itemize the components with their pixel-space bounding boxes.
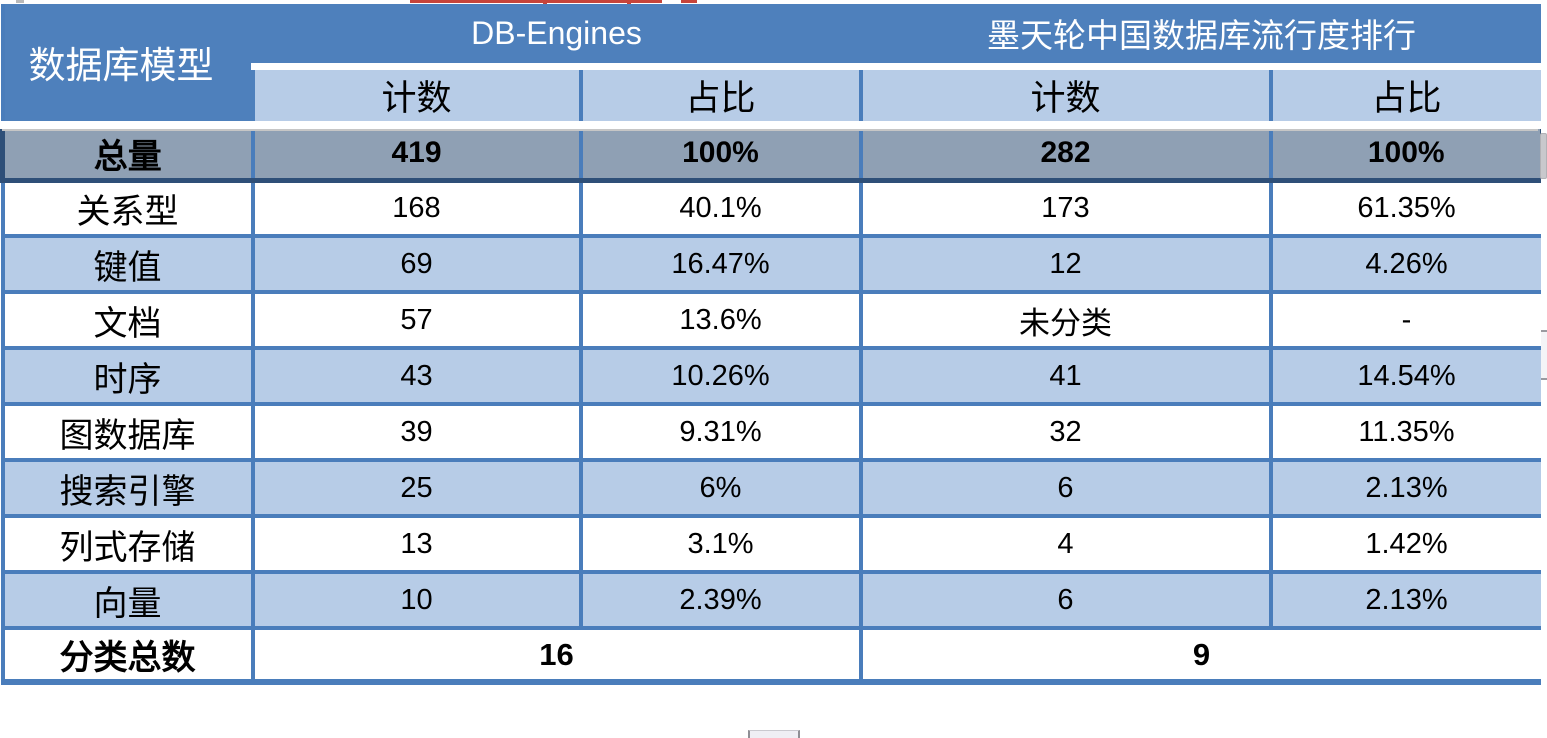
cell-total-dbengines-percent: 100% <box>578 124 863 183</box>
row-label-key-value: 键值 <box>0 234 255 294</box>
cell-vector-motianlun-count: 6 <box>858 570 1273 630</box>
table-row-key-value: 键值 69 16.47% 12 4.26% <box>0 234 1545 294</box>
horizontal-scrollbar-thumb[interactable] <box>748 730 800 738</box>
cell-time-series-dbengines-percent: 10.26% <box>578 346 863 406</box>
cell-column-store-motianlun-percent: 1.42% <box>1268 514 1545 574</box>
cell-search-engine-dbengines-count: 25 <box>250 458 583 518</box>
cell-graph-motianlun-percent: 11.35% <box>1268 402 1545 462</box>
row-label-category-count: 分类总数 <box>0 626 255 685</box>
cell-total-motianlun-percent: 100% <box>1268 124 1545 183</box>
database-model-comparison-table: 数据库模型 DB-Engines 墨天轮中国数据库流行度排行 计数 占比 计数 … <box>0 4 1545 685</box>
cell-graph-dbengines-percent: 9.31% <box>578 402 863 462</box>
cell-key-value-dbengines-percent: 16.47% <box>578 234 863 294</box>
row-label-search-engine: 搜索引擎 <box>0 458 255 518</box>
table-row-search-engine: 搜索引擎 25 6% 6 2.13% <box>0 458 1545 518</box>
cell-relational-motianlun-percent: 61.35% <box>1268 178 1545 238</box>
cell-category-count-dbengines: 16 <box>250 626 863 685</box>
cell-column-store-dbengines-count: 13 <box>250 514 583 574</box>
sub-header-row: 计数 占比 计数 占比 <box>3 64 1545 129</box>
subheader-count-motianlun: 计数 <box>858 64 1273 129</box>
cell-vector-dbengines-percent: 2.39% <box>578 570 863 630</box>
table-row-column-store: 列式存储 13 3.1% 4 1.42% <box>0 514 1545 574</box>
cell-search-engine-motianlun-percent: 2.13% <box>1268 458 1545 518</box>
table-row-document: 文档 57 13.6% 未分类 - <box>0 290 1545 350</box>
red-underline-artifact-segment <box>681 0 697 3</box>
cell-total-dbengines-count: 419 <box>250 124 583 183</box>
table-row-time-series: 时序 43 10.26% 41 14.54% <box>0 346 1545 406</box>
cell-key-value-motianlun-percent: 4.26% <box>1268 234 1545 294</box>
cell-key-value-motianlun-count: 12 <box>858 234 1273 294</box>
row-label-relational: 关系型 <box>0 178 255 238</box>
cell-document-motianlun-count: 未分类 <box>858 290 1273 350</box>
cell-time-series-motianlun-percent: 14.54% <box>1268 346 1545 406</box>
cell-relational-dbengines-percent: 40.1% <box>578 178 863 238</box>
vertical-scrollbar-thumb[interactable] <box>1540 133 1547 179</box>
cell-search-engine-motianlun-count: 6 <box>858 458 1273 518</box>
corner-header-database-model: 数据库模型 <box>0 4 255 129</box>
cell-column-store-dbengines-percent: 3.1% <box>578 514 863 574</box>
cell-vector-dbengines-count: 10 <box>250 570 583 630</box>
subheader-percent-dbengines: 占比 <box>578 64 863 129</box>
cell-total-motianlun-count: 282 <box>858 124 1273 183</box>
subheader-percent-motianlun: 占比 <box>1268 64 1545 129</box>
cell-column-store-motianlun-count: 4 <box>858 514 1273 574</box>
vertical-scrollbar-thumb-faint[interactable] <box>1541 330 1547 380</box>
table-row-graph: 图数据库 39 9.31% 32 11.35% <box>0 402 1545 462</box>
table-row-relational: 关系型 168 40.1% 173 61.35% <box>0 178 1545 238</box>
group-header-motianlun: 墨天轮中国数据库流行度排行 <box>858 4 1545 70</box>
cell-graph-dbengines-count: 39 <box>250 402 583 462</box>
row-label-document: 文档 <box>0 290 255 350</box>
gray-mark-artifact <box>16 0 24 3</box>
table-row-vector: 向量 10 2.39% 6 2.13% <box>0 570 1545 630</box>
cell-key-value-dbengines-count: 69 <box>250 234 583 294</box>
cell-relational-dbengines-count: 168 <box>250 178 583 238</box>
cell-document-dbengines-count: 57 <box>250 290 583 350</box>
cell-document-dbengines-percent: 13.6% <box>578 290 863 350</box>
group-header-db-engines: DB-Engines <box>250 4 863 70</box>
cell-category-count-motianlun: 9 <box>858 626 1545 685</box>
red-underline-artifact <box>410 0 662 3</box>
row-label-total: 总量 <box>0 124 255 183</box>
cell-document-motianlun-percent: - <box>1268 290 1545 350</box>
cell-time-series-dbengines-count: 43 <box>250 346 583 406</box>
cell-vector-motianlun-percent: 2.13% <box>1268 570 1545 630</box>
row-label-column-store: 列式存储 <box>0 514 255 574</box>
row-label-graph: 图数据库 <box>0 402 255 462</box>
cell-time-series-motianlun-count: 41 <box>858 346 1273 406</box>
table-row-total: 总量 419 100% 282 100% <box>0 124 1545 183</box>
cell-relational-motianlun-count: 173 <box>858 178 1273 238</box>
row-label-vector: 向量 <box>0 570 255 630</box>
cell-graph-motianlun-count: 32 <box>858 402 1273 462</box>
total-row-top-silver-line <box>2 129 1538 131</box>
group-header-row: 数据库模型 DB-Engines 墨天轮中国数据库流行度排行 <box>0 4 1545 129</box>
cell-search-engine-dbengines-percent: 6% <box>578 458 863 518</box>
table-row-category-count: 分类总数 16 9 <box>0 626 1545 685</box>
row-label-time-series: 时序 <box>0 346 255 406</box>
subheader-count-dbengines: 计数 <box>250 64 583 129</box>
